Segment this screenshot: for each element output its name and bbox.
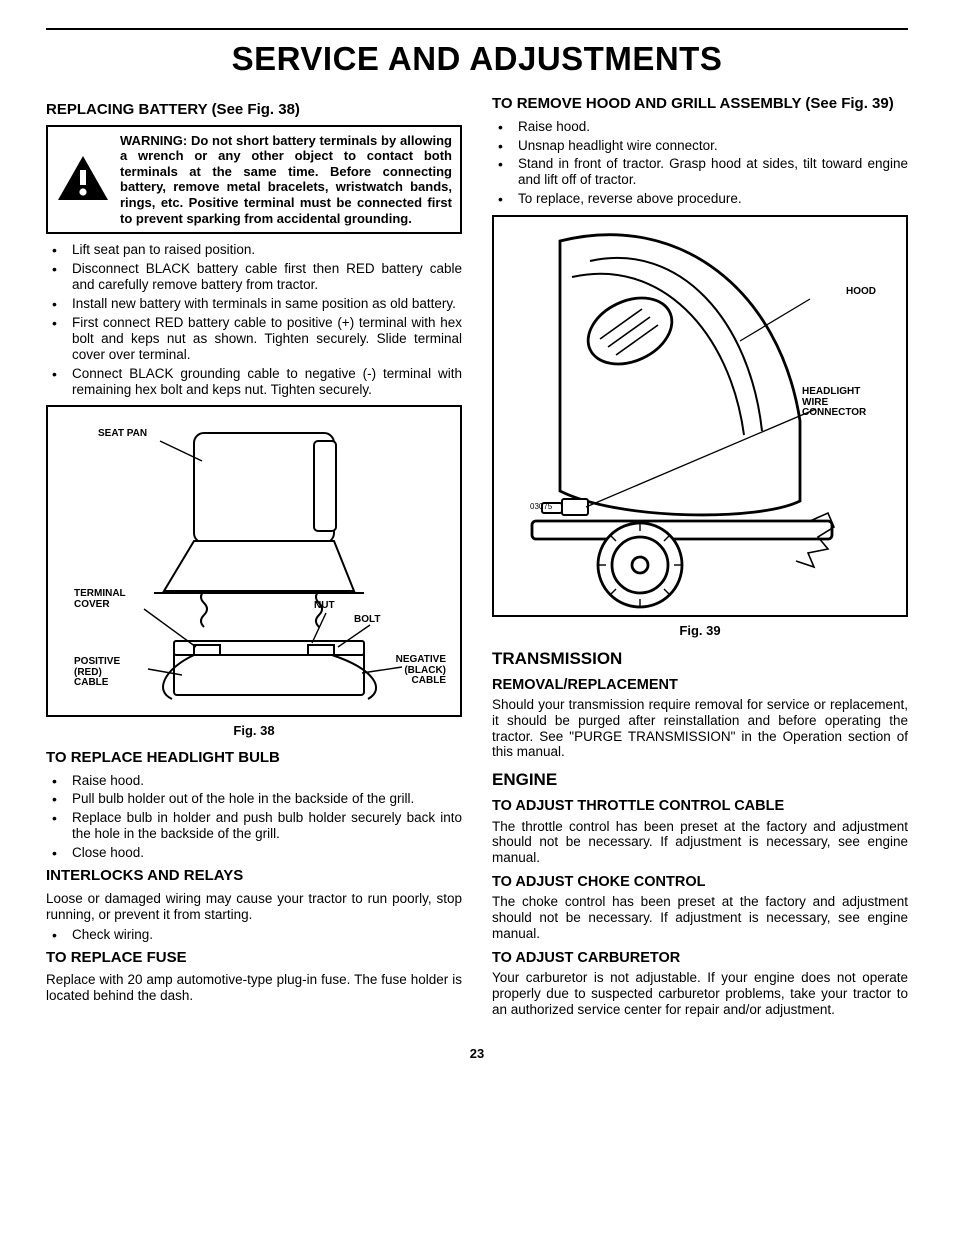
list-item: Raise hood.	[492, 119, 908, 135]
headlight-heading: TO REPLACE HEADLIGHT BULB	[46, 749, 462, 767]
choke-heading: TO ADJUST CHOKE CONTROL	[492, 874, 908, 891]
figure-39-box: HOOD HEADLIGHT WIRE CONNECTOR 03075	[492, 215, 908, 617]
hood-heading: TO REMOVE HOOD AND GRILL ASSEMBLY (See F…	[492, 95, 908, 113]
list-item: Unsnap headlight wire connector.	[492, 138, 908, 154]
list-item: First connect RED battery cable to posit…	[46, 315, 462, 363]
fig38-label-seat-pan: SEAT PAN	[98, 429, 147, 440]
choke-body: The choke control has been preset at the…	[492, 894, 908, 942]
engine-heading: ENGINE	[492, 770, 908, 790]
warning-text: WARNING: Do not short battery terminals …	[120, 133, 452, 227]
list-item: Connect BLACK grounding cable to negativ…	[46, 366, 462, 398]
transmission-sub-heading: REMOVAL/REPLACEMENT	[492, 677, 908, 694]
list-item: Disconnect BLACK battery cable first the…	[46, 261, 462, 293]
warning-box: WARNING: Do not short battery terminals …	[46, 125, 462, 235]
hood-steps-list: Raise hood. Unsnap headlight wire connec…	[492, 119, 908, 208]
right-column: TO REMOVE HOOD AND GRILL ASSEMBLY (See F…	[492, 95, 908, 1022]
transmission-body: Should your transmission require removal…	[492, 697, 908, 761]
list-item: Check wiring.	[46, 927, 462, 943]
headlight-steps-list: Raise hood. Pull bulb holder out of the …	[46, 773, 462, 862]
fig38-label-terminal-cover: TERMINAL COVER	[74, 589, 144, 610]
figure-39-caption: Fig. 39	[492, 623, 908, 638]
fuse-body: Replace with 20 amp automotive-type plug…	[46, 972, 462, 1004]
list-item: Install new battery with terminals in sa…	[46, 296, 462, 312]
left-column: REPLACING BATTERY (See Fig. 38) WARNING:…	[46, 95, 462, 1022]
fig39-label-partno: 03075	[530, 503, 552, 511]
list-item: Close hood.	[46, 845, 462, 861]
list-item: Pull bulb holder out of the hole in the …	[46, 791, 462, 807]
list-item: Lift seat pan to raised position.	[46, 242, 462, 258]
fig38-label-nut: NUT	[314, 601, 335, 612]
replacing-battery-heading: REPLACING BATTERY (See Fig. 38)	[46, 101, 462, 119]
fig38-label-positive: POSITIVE (RED) CABLE	[74, 657, 134, 689]
fig38-label-bolt: BOLT	[354, 615, 380, 626]
interlocks-heading: INTERLOCKS AND RELAYS	[46, 867, 462, 885]
list-item: Raise hood.	[46, 773, 462, 789]
transmission-heading: TRANSMISSION	[492, 649, 908, 669]
battery-steps-list: Lift seat pan to raised position. Discon…	[46, 242, 462, 397]
warning-icon	[56, 133, 110, 227]
fuse-heading: TO REPLACE FUSE	[46, 949, 462, 967]
top-rule	[46, 28, 908, 30]
list-item: To replace, reverse above procedure.	[492, 191, 908, 207]
throttle-heading: TO ADJUST THROTTLE CONTROL CABLE	[492, 798, 908, 815]
list-item: Stand in front of tractor. Grasp hood at…	[492, 156, 908, 188]
two-column-layout: REPLACING BATTERY (See Fig. 38) WARNING:…	[46, 95, 908, 1022]
carb-heading: TO ADJUST CARBURETOR	[492, 950, 908, 967]
figure-38-box: SEAT PAN TERMINAL COVER NUT BOLT POSITIV…	[46, 405, 462, 717]
fig39-label-connector: HEADLIGHT WIRE CONNECTOR	[802, 387, 882, 419]
page-title: SERVICE AND ADJUSTMENTS	[46, 40, 908, 79]
page-number: 23	[46, 1046, 908, 1061]
figure-38-caption: Fig. 38	[46, 723, 462, 738]
interlocks-steps-list: Check wiring.	[46, 927, 462, 943]
interlocks-body: Loose or damaged wiring may cause your t…	[46, 891, 462, 923]
fig38-label-negative: NEGATIVE (BLACK) CABLE	[382, 655, 446, 687]
throttle-body: The throttle control has been preset at …	[492, 819, 908, 867]
list-item: Replace bulb in holder and push bulb hol…	[46, 810, 462, 842]
carb-body: Your carburetor is not adjustable. If yo…	[492, 970, 908, 1018]
fig39-label-hood: HOOD	[846, 287, 876, 298]
